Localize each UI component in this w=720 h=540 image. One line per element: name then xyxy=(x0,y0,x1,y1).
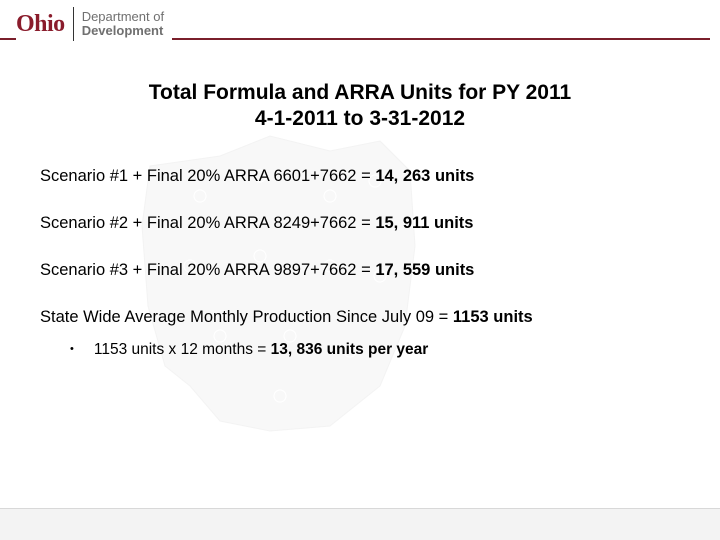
slide-content: Total Formula and ARRA Units for PY 2011… xyxy=(0,56,720,359)
title-line1: Total Formula and ARRA Units for PY 2011 xyxy=(149,81,571,104)
title-line2: 4-1-2011 to 3-31-2012 xyxy=(255,107,465,130)
scenario-calc: 8249+7662 = xyxy=(273,214,370,232)
scenario-3: Scenario #3 + Final 20% ARRA 9897+7662 =… xyxy=(40,261,680,280)
scenario-2: Scenario #2 + Final 20% ARRA 8249+7662 =… xyxy=(40,214,680,233)
bullet-text: 1153 units x 12 months = 13, 836 units p… xyxy=(94,341,428,359)
logo-block: Ohio Department of Development xyxy=(16,7,172,41)
scenario-prefix: Scenario #2 + Final 20% ARRA xyxy=(40,214,269,232)
scenario-result: 14, 263 units xyxy=(375,167,474,185)
scenario-1: Scenario #1 + Final 20% ARRA 6601+7662 =… xyxy=(40,167,680,186)
bullet-item: • 1153 units x 12 months = 13, 836 units… xyxy=(40,341,680,359)
footer-band xyxy=(0,508,720,540)
scenario-prefix: Scenario #1 + Final 20% ARRA xyxy=(40,167,269,185)
page-title: Total Formula and ARRA Units for PY 2011… xyxy=(40,80,680,133)
statewide-prefix: State Wide Average Monthly Production Si… xyxy=(40,308,448,326)
header: Ohio Department of Development xyxy=(0,0,720,56)
department-name: Department of Development xyxy=(82,10,164,37)
scenario-calc: 6601+7662 = xyxy=(273,167,370,185)
scenario-prefix: Scenario #3 + Final 20% ARRA xyxy=(40,261,269,279)
bullet-icon: • xyxy=(70,343,74,355)
scenario-calc: 9897+7662 = xyxy=(273,261,370,279)
bullet-result: 13, 836 units per year xyxy=(271,341,429,358)
ohio-wordmark: Ohio xyxy=(16,11,65,38)
logo-divider xyxy=(73,7,74,41)
dept-line2: Development xyxy=(82,24,164,38)
scenario-result: 15, 911 units xyxy=(375,214,473,232)
dept-line1: Department of xyxy=(82,10,164,24)
statewide-average: State Wide Average Monthly Production Si… xyxy=(40,308,680,327)
bullet-prefix: 1153 units x 12 months = xyxy=(94,341,266,358)
scenario-result: 17, 559 units xyxy=(375,261,474,279)
statewide-result: 1153 units xyxy=(453,308,533,326)
